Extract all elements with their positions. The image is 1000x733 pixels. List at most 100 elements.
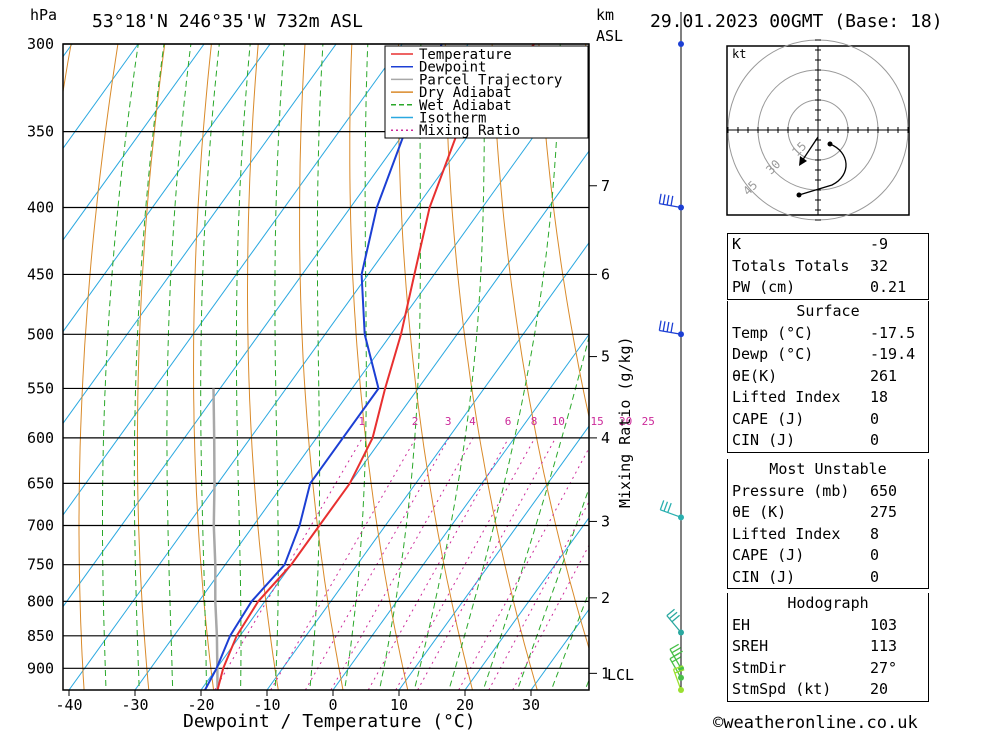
index-name: SREH [732,637,769,655]
x-tick-label: -30 [121,696,148,714]
wind-barb-flag [662,321,666,332]
mixing-ratio-label: 1 [358,415,365,428]
mixing-ratio-label: 10 [552,415,565,428]
mixing-ratio-label: 2 [412,415,419,428]
index-name: Totals Totals [732,256,850,275]
wind-barb-flag [662,194,666,205]
table-row: θE(K) 261 [728,366,928,388]
legend-item-label: Temperature [419,47,512,63]
table-row: θE (K) 275 [728,502,928,524]
pressure-tick-label: 450 [27,265,54,283]
wet-adiabat-line [166,44,192,690]
pressure-tick-label: 750 [27,556,54,574]
legend-item-label: Dry Adiabat [419,85,512,101]
wind-barb-flag [669,653,679,660]
wind-barb-shaft [659,203,682,209]
index-name: θE (K) [732,503,787,521]
wind-barb-shaft [660,509,682,518]
table-row: EH 103 [728,615,928,637]
plot-frame [62,43,590,691]
hodograph-end-dot [796,192,802,198]
table-row: Temp (°C) -17.5 [728,323,928,345]
isotherm-line [63,44,139,150]
index-name: CIN (J) [732,567,796,586]
pressure-tick-label: 500 [27,325,54,343]
pressure-tick-label: 800 [27,592,54,610]
wind-barb-flag [671,656,681,663]
x-tick-label: -10 [253,696,280,714]
table-row: K -9 [728,234,928,256]
table-title: Surface [796,302,860,320]
mixing-ratio-label: 8 [531,415,538,428]
dry-adiabat-line [247,44,279,690]
table-row: Lifted Index 18 [728,387,928,409]
table-row: StmSpd (kt) 20 [728,679,928,701]
table-row: StmDir 27° [728,658,928,680]
wet-adiabat-line [516,486,589,690]
parcel-trajectory-line [212,388,219,690]
wind-barb-flag [671,647,681,654]
wind-barb-flag [668,611,678,620]
isotherm-line [63,44,469,608]
km-tick-label: 3 [601,512,610,530]
x-tick-label: -40 [55,696,82,714]
table-title: Most Unstable [769,460,887,478]
dewpoint-line [204,44,443,690]
km-tick-label: 5 [601,348,610,366]
isotherm-line [63,44,205,241]
dry-adiabat-line [299,44,344,690]
mixing-ratio-label: 3 [445,415,452,428]
wind-barb-flag [671,614,681,623]
index-name: EH [732,615,751,634]
km-tick-label: 4 [601,429,610,447]
hodograph-start-dot [827,141,833,147]
index-name: Pressure (mb) [732,481,850,500]
wind-barb-flag [666,608,675,617]
mixing-ratio-label: 25 [642,415,655,428]
wind-barb-flag [666,321,670,332]
isotherm-line [63,44,271,333]
mixing-ratio-line [395,437,536,690]
wet-adiabat-line [344,44,369,690]
pressure-tick-label: 900 [27,659,54,677]
dry-adiabat-line [192,44,215,690]
wind-barb-flag [673,665,684,670]
storm-motion-shaft [801,136,819,162]
wind-barb-flag [658,320,662,331]
index-value: 261 [870,366,898,385]
dry-adiabat-line [397,44,474,690]
km-tick-label: 7 [601,177,610,195]
x-tick-label: 30 [522,696,540,714]
table-row: CIN (J) 0 [728,567,928,589]
wind-barb-flag [658,193,662,204]
temperature-line [216,44,535,690]
table-row: CIN (J) 0 [728,430,928,452]
index-value: 20 [870,680,889,698]
table-row: Lifted Index 8 [728,524,928,546]
legend-item-label: Wet Adiabat [419,98,512,114]
legend-item-label: Isotherm [419,111,486,127]
wind-barb-flag [670,322,674,333]
index-value: -17.5 [870,323,916,342]
mixing-ratio-axis-label: Mixing Ratio (g/kg) [616,336,634,508]
wind-barb-shaft [659,329,682,335]
wind-barb-flag [659,500,665,511]
index-value: 0 [870,431,880,449]
dry-adiabat-line [491,44,589,651]
mixing-ratio-label: 15 [591,415,604,428]
datetime-title: 29.01.2023 00GMT (Base: 18) [650,11,943,32]
isotherm-line [464,516,589,690]
dry-adiabat-line [960,44,1000,693]
index-name: Dewp (°C) [732,345,814,363]
wind-barb-flag [666,195,670,206]
mixing-ratio-label: 6 [505,415,512,428]
index-value: 0 [870,409,880,428]
table-row: Pressure (mb) 650 [728,481,928,503]
index-name: PW (cm) [732,278,796,296]
pressure-tick-label: 600 [27,429,54,447]
index-name: K [732,235,742,253]
index-value: 103 [870,615,898,634]
index-value: 650 [870,481,898,500]
